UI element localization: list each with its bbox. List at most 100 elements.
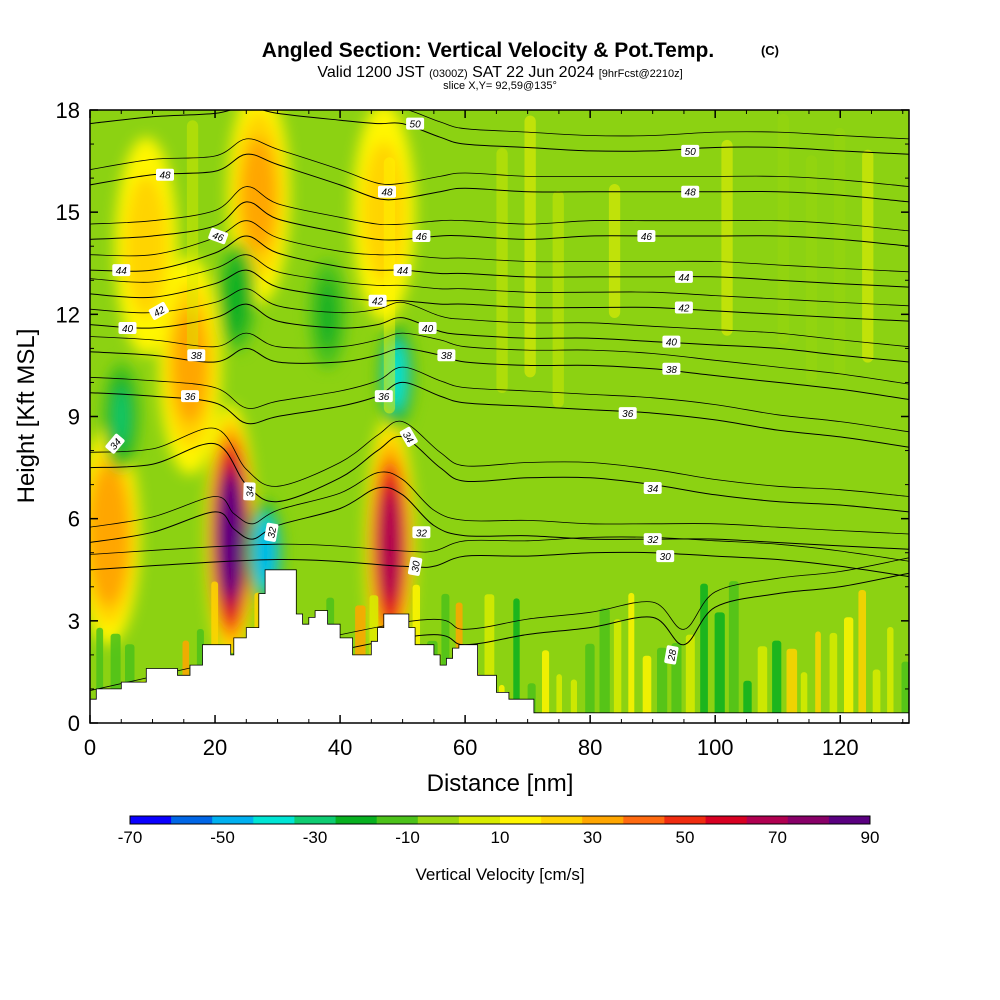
contour-label-bg bbox=[374, 390, 393, 403]
contour-label-36: 36 bbox=[181, 390, 199, 403]
contour-label-text: 50 bbox=[685, 147, 697, 158]
colorbar-swatch bbox=[294, 816, 336, 824]
contour-minor bbox=[90, 366, 909, 433]
velocity-streak bbox=[728, 581, 739, 723]
velocity-streak bbox=[757, 646, 768, 723]
colorbar-swatch bbox=[376, 816, 419, 824]
velocity-streak bbox=[700, 583, 708, 723]
x-tick-label: 100 bbox=[697, 735, 734, 760]
velocity-band bbox=[524, 115, 536, 378]
velocity-band bbox=[777, 113, 789, 345]
contour-label-text: 36 bbox=[622, 409, 634, 420]
terrain-profile bbox=[89, 569, 910, 724]
velocity-streak bbox=[556, 674, 562, 723]
contour-label-bg bbox=[208, 227, 229, 245]
contour-label-bg bbox=[264, 522, 279, 542]
contour-minor bbox=[90, 220, 909, 273]
downdraft-level bbox=[115, 387, 128, 446]
velocity-streak bbox=[599, 608, 610, 723]
colorbar-tick-label: -70 bbox=[118, 828, 143, 847]
contour-label-text: 32 bbox=[266, 526, 279, 539]
velocity-streak bbox=[628, 592, 635, 723]
velocity-streak bbox=[657, 647, 668, 723]
velocity-streak bbox=[872, 669, 881, 723]
contour-label-text: 30 bbox=[660, 552, 672, 563]
contour-label-bg bbox=[674, 270, 693, 283]
contour-label-text: 44 bbox=[116, 266, 128, 277]
velocity-streak bbox=[642, 655, 652, 723]
contour-label-text: 32 bbox=[647, 535, 659, 546]
velocity-streak bbox=[829, 632, 838, 723]
y-tick-label: 6 bbox=[68, 507, 80, 532]
contour-minor bbox=[90, 332, 909, 385]
x-tick-label: 40 bbox=[328, 735, 352, 760]
contour-label-text: 40 bbox=[122, 324, 134, 335]
contour-label-bg bbox=[681, 185, 700, 198]
contour-minor bbox=[90, 420, 909, 497]
colorbar-swatch bbox=[335, 816, 378, 824]
contour-label-bg bbox=[112, 264, 131, 277]
contour-label-46: 46 bbox=[412, 230, 431, 243]
velocity-streak bbox=[542, 650, 550, 723]
velocity-band bbox=[862, 149, 874, 363]
contour-label-text: 42 bbox=[152, 304, 168, 319]
contour-label-bg bbox=[656, 550, 675, 563]
contour-label-text: 36 bbox=[184, 392, 196, 403]
pot-temp-contours bbox=[90, 110, 909, 707]
contour-label-40: 40 bbox=[662, 335, 681, 349]
velocity-streak bbox=[844, 617, 854, 723]
contour-label-32: 32 bbox=[412, 526, 431, 539]
velocity-band bbox=[608, 184, 621, 318]
contour-label-44: 44 bbox=[112, 264, 131, 277]
x-axis-label: Distance [nm] bbox=[427, 770, 574, 797]
contour-label-34: 34 bbox=[643, 482, 662, 495]
contour-label-bg bbox=[674, 301, 693, 314]
contour-minor bbox=[90, 138, 909, 187]
y-tick-label: 15 bbox=[56, 200, 80, 225]
contour-label-46: 46 bbox=[208, 227, 229, 245]
contour-40 bbox=[90, 303, 909, 363]
updraft-level bbox=[362, 141, 405, 283]
velocity-streak bbox=[570, 679, 577, 723]
contour-minor bbox=[407, 110, 909, 140]
contour-minor bbox=[90, 186, 909, 232]
contour-label-bg bbox=[243, 482, 256, 501]
contour-label-bg bbox=[662, 362, 681, 375]
chart-title: Angled Section: Vertical Velocity & Pot.… bbox=[262, 39, 714, 62]
contour-48 bbox=[90, 153, 909, 203]
terrain bbox=[89, 569, 910, 724]
contour-label-38: 38 bbox=[187, 349, 206, 362]
contour-label-bg bbox=[643, 533, 662, 546]
contour-label-bg bbox=[437, 349, 456, 362]
contour-label-bg bbox=[418, 322, 437, 334]
y-tick-label: 12 bbox=[56, 302, 80, 327]
velocity-streak bbox=[887, 627, 894, 723]
colorbar-swatch bbox=[130, 816, 172, 824]
contour-label-text: 42 bbox=[372, 297, 384, 308]
contour-label-bg bbox=[399, 426, 418, 447]
contour-label-bg bbox=[681, 144, 700, 157]
contour-label-34: 34 bbox=[399, 426, 418, 447]
contour-label-bg bbox=[412, 526, 431, 539]
velocity-band bbox=[496, 148, 508, 393]
contour-label-32: 32 bbox=[643, 533, 662, 546]
contour-minor bbox=[90, 536, 909, 562]
colorbar-frame bbox=[129, 815, 871, 825]
colorbar-tick-label: 90 bbox=[861, 828, 880, 847]
contour-label-44: 44 bbox=[674, 270, 693, 284]
updraft-level bbox=[378, 491, 402, 601]
updraft-level bbox=[241, 137, 277, 254]
contour-36 bbox=[90, 381, 909, 448]
contour-label-50: 50 bbox=[406, 117, 425, 131]
contour-minor bbox=[90, 471, 909, 535]
contour-label-36: 36 bbox=[374, 390, 393, 403]
slice-label: slice X,Y= 92,59@135° bbox=[443, 80, 557, 92]
contour-label-bg bbox=[156, 168, 174, 181]
contour-label-bg bbox=[378, 185, 396, 198]
contour-label-text: 34 bbox=[647, 484, 659, 495]
contour-label-text: 38 bbox=[191, 351, 203, 362]
contour-label-40: 40 bbox=[418, 322, 437, 335]
